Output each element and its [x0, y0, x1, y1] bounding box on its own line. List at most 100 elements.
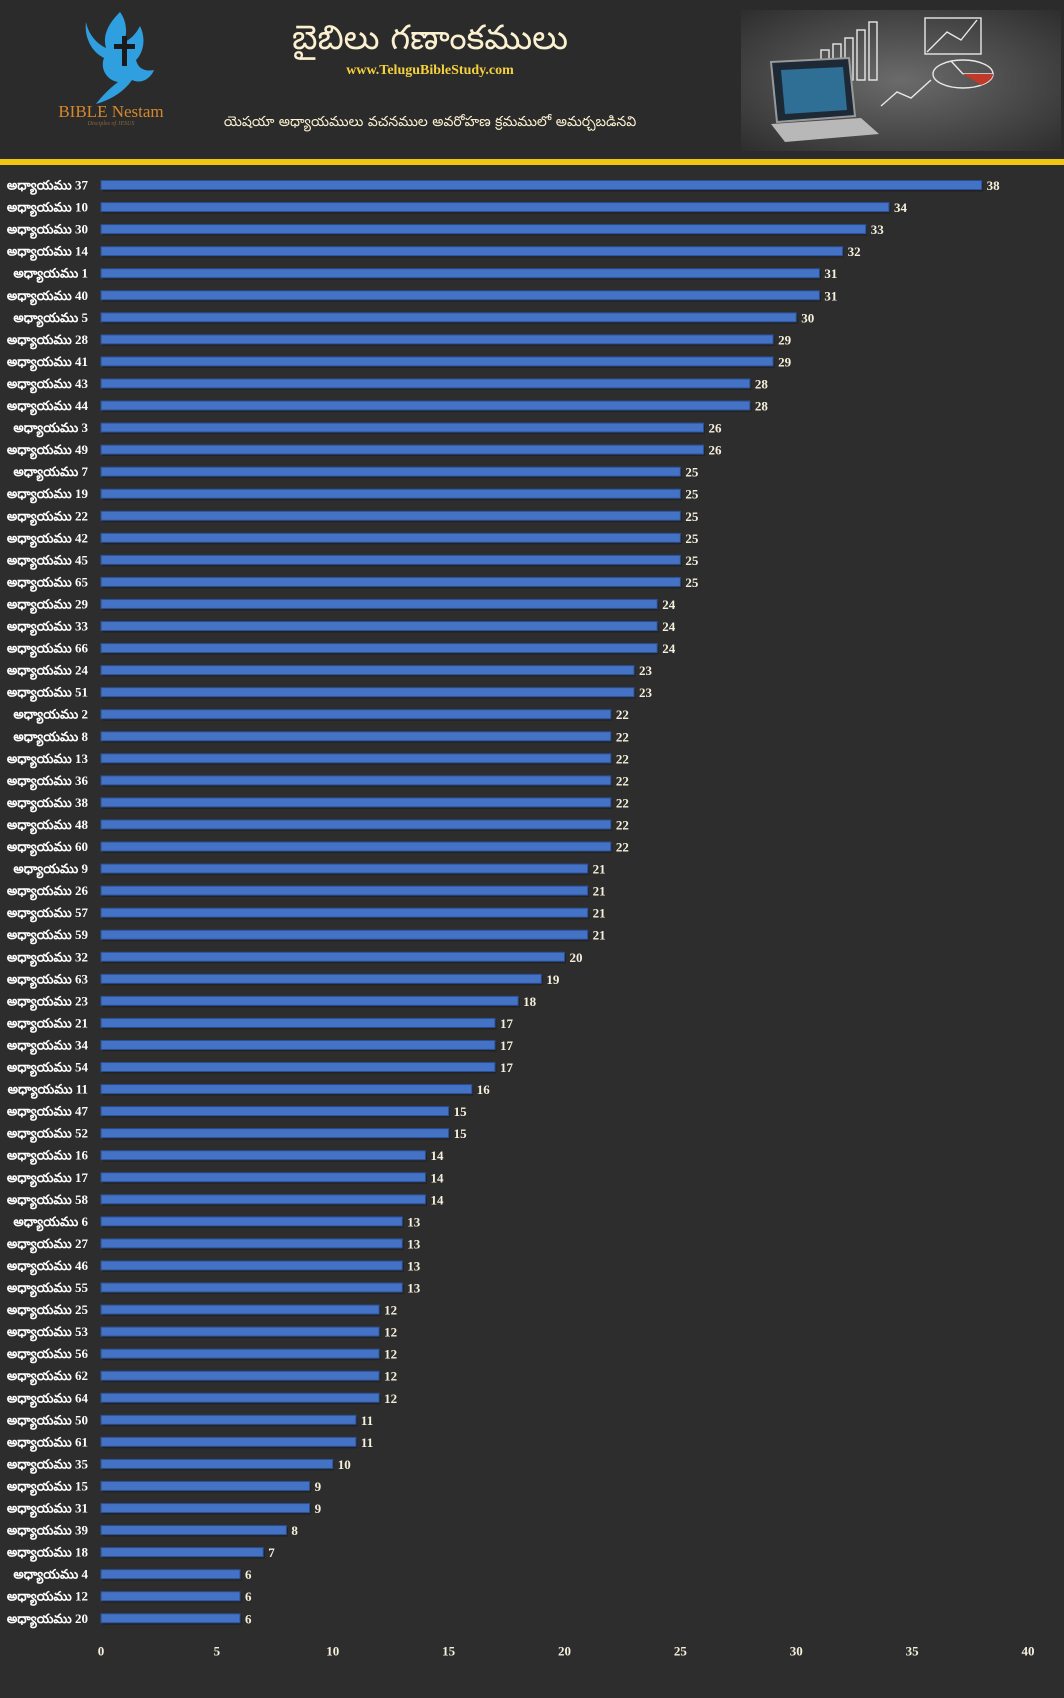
bar — [101, 842, 611, 851]
bar — [101, 1018, 495, 1027]
bar — [101, 776, 611, 785]
category-label: అధ్యాయము 55 — [7, 1280, 89, 1298]
bar — [101, 622, 657, 631]
data-label: 12 — [384, 1303, 397, 1318]
bar — [101, 1437, 356, 1446]
website-link[interactable]: www.TeluguBibleStudy.com — [190, 63, 670, 79]
logo-tagline: Disciples of JESUS — [48, 121, 174, 127]
data-label: 29 — [778, 332, 792, 347]
data-label: 9 — [315, 1479, 322, 1494]
bar — [101, 335, 773, 344]
category-label: అధ్యాయము 34 — [7, 1037, 89, 1055]
category-label: అధ్యాయము 43 — [7, 376, 89, 394]
data-label: 32 — [848, 244, 861, 259]
bar — [101, 1393, 379, 1402]
x-tick-label: 5 — [214, 1643, 221, 1658]
bar — [101, 1305, 379, 1314]
data-label: 26 — [709, 421, 723, 436]
category-label: అధ్యాయము 21 — [7, 1015, 88, 1033]
bar — [101, 1217, 402, 1226]
bar — [101, 1063, 495, 1072]
bar — [101, 820, 611, 829]
category-label: అధ్యాయము 19 — [7, 486, 89, 504]
data-label: 25 — [685, 531, 699, 546]
data-label: 9 — [315, 1501, 322, 1516]
bar — [101, 1614, 240, 1623]
bar — [101, 1173, 425, 1182]
bar — [101, 357, 773, 366]
category-label: అధ్యాయము 60 — [7, 839, 88, 857]
data-label: 13 — [407, 1281, 421, 1296]
category-label: అధ్యాయము 31 — [7, 1501, 88, 1519]
category-label: అధ్యాయము 11 — [8, 1082, 88, 1100]
data-label: 17 — [500, 1038, 513, 1053]
bar — [101, 1548, 263, 1557]
category-label: అధ్యాయము 4 — [13, 1567, 88, 1585]
category-label: అధ్యాయము 64 — [7, 1390, 89, 1408]
category-label: అధ్యాయము 5 — [13, 310, 88, 328]
bar — [101, 1040, 495, 1049]
category-label: అధ్యాయము 23 — [7, 993, 89, 1011]
bar — [101, 225, 866, 234]
bar — [101, 599, 657, 608]
data-label: 16 — [477, 1082, 491, 1097]
bar — [101, 732, 611, 741]
data-label: 15 — [454, 1126, 468, 1141]
x-tick-label: 35 — [906, 1643, 920, 1658]
data-label: 23 — [639, 685, 653, 700]
header-divider — [0, 159, 1064, 165]
data-label: 22 — [616, 729, 629, 744]
data-label: 28 — [755, 399, 769, 414]
data-label: 24 — [662, 641, 676, 656]
category-label: అధ్యాయము 35 — [7, 1456, 89, 1474]
category-label: అధ్యాయము 16 — [7, 1148, 89, 1166]
category-label: అధ్యాయము 61 — [7, 1434, 88, 1452]
bar — [101, 1195, 425, 1204]
category-label: అధ్యాయము 28 — [7, 332, 89, 350]
data-label: 28 — [755, 376, 769, 391]
bar — [101, 423, 704, 432]
category-label: అధ్యాయము 2 — [13, 707, 88, 725]
data-label: 13 — [407, 1214, 421, 1229]
bar — [101, 269, 819, 278]
category-label: అధ్యాయము 54 — [7, 1060, 89, 1078]
category-label: అధ్యాయము 13 — [7, 751, 89, 769]
category-label: అధ్యాయము 27 — [7, 1236, 89, 1254]
bar — [101, 1349, 379, 1358]
category-label: అధ్యాయము 9 — [13, 861, 88, 879]
bar — [101, 1261, 402, 1270]
category-label: అధ్యాయము 37 — [7, 178, 89, 196]
data-label: 38 — [987, 178, 1001, 193]
bar — [101, 1592, 240, 1601]
bar — [101, 886, 588, 895]
category-label: అధ్యాయము 1 — [13, 266, 88, 284]
x-tick-label: 25 — [674, 1643, 688, 1658]
bar — [101, 555, 680, 564]
category-label: అధ్యాయము 56 — [7, 1346, 89, 1364]
category-label: అధ్యాయము 15 — [7, 1478, 89, 1496]
category-label: అధ్యాయము 39 — [7, 1523, 89, 1541]
data-label: 21 — [593, 862, 606, 877]
data-label: 12 — [384, 1347, 397, 1362]
data-label: 25 — [685, 575, 699, 590]
bar — [101, 1415, 356, 1424]
data-label: 22 — [616, 817, 629, 832]
data-label: 6 — [245, 1589, 252, 1604]
logo-text: BIBLE Nestam — [48, 102, 174, 122]
bar — [101, 908, 588, 917]
data-label: 21 — [593, 884, 606, 899]
bar — [101, 533, 680, 542]
data-label: 15 — [454, 1104, 468, 1119]
category-label: అధ్యాయము 22 — [7, 508, 88, 526]
bar — [101, 511, 680, 520]
data-label: 20 — [570, 950, 583, 965]
bar — [101, 688, 634, 697]
category-label: అధ్యాయము 45 — [7, 552, 89, 570]
data-label: 8 — [291, 1523, 298, 1538]
data-label: 31 — [824, 288, 837, 303]
data-label: 14 — [430, 1170, 444, 1185]
bar — [101, 864, 588, 873]
category-label: అధ్యాయము 32 — [7, 949, 88, 967]
bar — [101, 379, 750, 388]
